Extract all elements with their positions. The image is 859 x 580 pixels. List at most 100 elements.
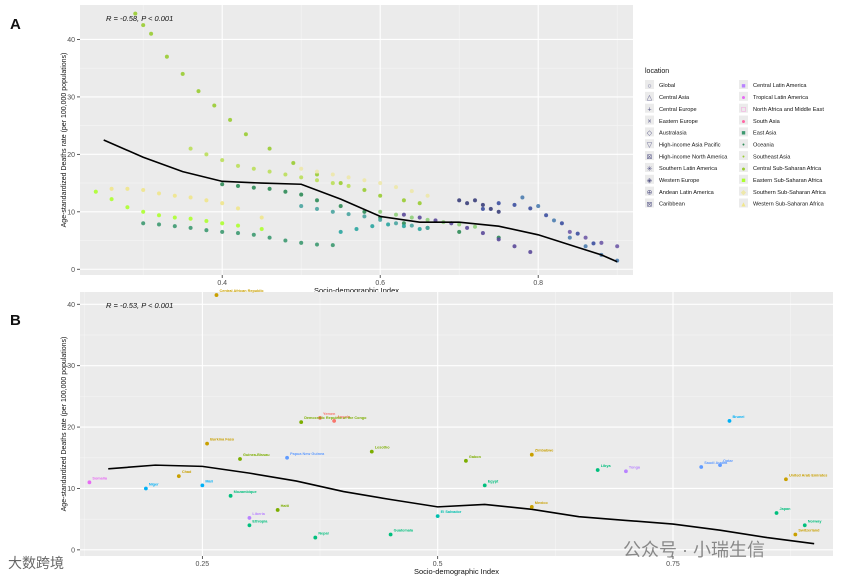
data-point-south-asia bbox=[188, 146, 193, 151]
data-point-southeast-asia bbox=[338, 204, 343, 209]
legend-title: location bbox=[645, 68, 669, 75]
data-point-southeast-asia bbox=[220, 182, 225, 187]
country-point bbox=[595, 468, 600, 472]
country-label: Chad bbox=[182, 470, 192, 474]
country-label: Brunei bbox=[732, 415, 744, 419]
data-point-eastern-sub-saharan-africa bbox=[220, 201, 225, 206]
data-point-tropical-latin-america bbox=[457, 222, 462, 227]
country-point bbox=[275, 508, 280, 512]
country-label: Liberia bbox=[252, 512, 265, 516]
country-label: Lesotho bbox=[375, 446, 390, 450]
data-point-eastern-sub-saharan-africa bbox=[188, 195, 193, 200]
data-point-western-sub-saharan-africa bbox=[338, 181, 343, 186]
country-label: Libya bbox=[601, 464, 612, 468]
data-point-western-sub-saharan-africa bbox=[212, 103, 217, 108]
data-point-andean-latin-america bbox=[354, 226, 359, 232]
data-point-oceania bbox=[204, 228, 209, 233]
country-point bbox=[299, 420, 304, 425]
country-label: Democratic Republic of the Congo bbox=[304, 416, 367, 420]
legend-item-label: Western Sub-Saharan Africa bbox=[753, 202, 825, 208]
legend-key bbox=[739, 103, 748, 113]
country-point bbox=[247, 516, 252, 520]
data-point-andean-latin-america bbox=[417, 226, 422, 232]
data-point-oceania bbox=[156, 222, 162, 227]
plot-background bbox=[80, 292, 833, 556]
data-point-andean-latin-america bbox=[370, 224, 375, 229]
country-label: Zimbabwe bbox=[535, 449, 554, 453]
country-point bbox=[727, 419, 732, 423]
data-point-southern-sub-saharan-africa bbox=[393, 185, 399, 190]
country-point bbox=[482, 483, 487, 488]
x-tick-label: 0.75 bbox=[666, 561, 680, 568]
country-point bbox=[774, 511, 779, 515]
data-point-central-europe bbox=[417, 215, 422, 220]
data-point-western-sub-saharan-africa bbox=[196, 89, 201, 94]
legend-symbol: ✳ bbox=[647, 165, 653, 173]
legend-key bbox=[645, 174, 654, 184]
data-point-western-sub-saharan-africa bbox=[267, 146, 272, 151]
data-point-south-asia bbox=[204, 152, 209, 157]
legend-symbol: + bbox=[647, 107, 651, 114]
data-point-high-income-asia-pacific bbox=[591, 241, 596, 246]
y-tick-label: 40 bbox=[67, 37, 75, 44]
x-axis-label: Socio-demographic Index bbox=[314, 286, 399, 295]
smooth-trend-line bbox=[108, 464, 815, 545]
country-label: Angola bbox=[337, 415, 351, 419]
data-point-central-europe bbox=[528, 249, 533, 255]
chart-panel-a: 0 10 20 30 40 0.4 0.6 0.8 Socio-demographic Inde… bbox=[61, 5, 633, 295]
data-point-andean-latin-america bbox=[401, 224, 406, 229]
data-point-southeast-asia bbox=[251, 185, 256, 190]
country-point bbox=[784, 477, 788, 482]
legend-symbol: ● bbox=[741, 166, 745, 173]
data-point-eastern-sub-saharan-africa bbox=[141, 187, 146, 193]
y-tick-label: 20 bbox=[67, 425, 75, 432]
data-point-western-sub-saharan-africa bbox=[133, 11, 138, 16]
legend-item-label: Tropical Latin America bbox=[753, 95, 809, 101]
legend-symbol: □ bbox=[741, 107, 746, 114]
legend-item-label: North Africa and Middle East bbox=[753, 107, 824, 113]
data-point-central-europe bbox=[465, 225, 470, 230]
legend-key bbox=[645, 115, 654, 125]
country-point bbox=[388, 532, 393, 537]
legend-item-label: Central Sub-Saharan Africa bbox=[753, 166, 822, 172]
legend-key bbox=[645, 151, 654, 161]
legend-key bbox=[645, 127, 654, 137]
country-point bbox=[176, 474, 181, 479]
country-label: Burkina Faso bbox=[210, 438, 235, 442]
data-point-eastern-sub-saharan-africa bbox=[204, 198, 209, 203]
data-point-western-europe bbox=[551, 218, 557, 223]
correlation-annotation: R = -0.53, P < 0.001 bbox=[106, 301, 173, 310]
country-label: Mozambique bbox=[234, 490, 257, 494]
data-point-western-sub-saharan-africa bbox=[401, 198, 406, 203]
country-point bbox=[228, 493, 233, 498]
legend-item-label: High-income North America bbox=[659, 154, 728, 160]
country-point bbox=[200, 483, 205, 488]
legend-item-label: Central Latin America bbox=[753, 83, 807, 89]
country-point bbox=[285, 455, 289, 460]
country-point bbox=[313, 535, 318, 540]
data-point-central-sub-saharan-africa bbox=[109, 197, 114, 202]
data-point-southern-sub-saharan-africa bbox=[362, 178, 367, 183]
data-point-south-asia bbox=[220, 158, 225, 163]
country-label: Yemen bbox=[323, 412, 336, 416]
data-point-western-sub-saharan-africa bbox=[243, 132, 248, 137]
data-point-central-europe bbox=[496, 237, 501, 242]
legend-item-label: High-income Asia Pacific bbox=[659, 142, 721, 148]
legend-symbol: × bbox=[647, 118, 651, 125]
data-point-north-africa-and-middle-east bbox=[330, 209, 335, 214]
data-point-south-asia bbox=[251, 166, 256, 171]
data-point-high-income-asia-pacific bbox=[559, 221, 564, 226]
data-point-southern-sub-saharan-africa bbox=[378, 181, 383, 186]
legend-item-label: Southeast Asia bbox=[753, 154, 791, 160]
legend-item-label: Eastern Sub-Saharan Africa bbox=[753, 178, 823, 184]
country-point bbox=[435, 514, 440, 518]
legend-symbol: ⊠ bbox=[647, 201, 653, 208]
data-point-andean-latin-america bbox=[386, 222, 391, 227]
country-point bbox=[802, 523, 807, 528]
data-point-north-africa-and-middle-east bbox=[314, 206, 320, 211]
data-point-central-sub-saharan-africa bbox=[235, 223, 241, 228]
data-point-tropical-latin-america bbox=[425, 217, 430, 222]
data-point-southern-sub-saharan-africa bbox=[409, 189, 414, 194]
y-tick-label: 40 bbox=[67, 302, 75, 309]
